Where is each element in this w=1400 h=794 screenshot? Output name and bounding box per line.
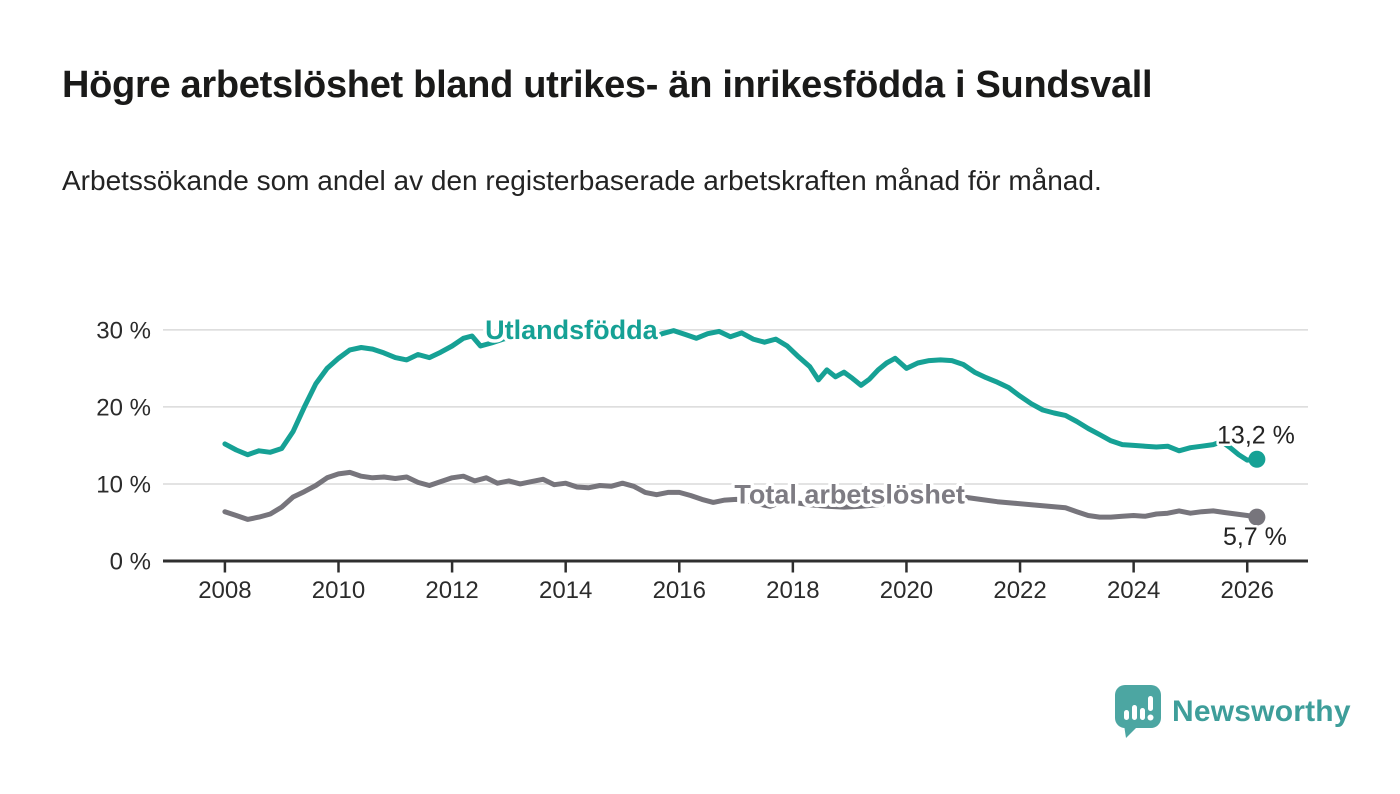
series-line-utlandsf-dda (222, 328, 1260, 463)
y-axis-label-20: 20 % (96, 394, 151, 421)
x-axis-label-2012: 2012 (425, 577, 478, 604)
page-title: Högre arbetslöshet bland utrikes- än inr… (62, 64, 1153, 106)
x-axis-label-2018: 2018 (766, 577, 819, 604)
series-line-total-arbetsl-shet (222, 469, 1260, 522)
x-axis-label-2022: 2022 (993, 577, 1046, 604)
end-dot-total-arbetsl-shet (1248, 508, 1266, 526)
x-axis-label-2016: 2016 (653, 577, 706, 604)
x-axis-label-2026: 2026 (1221, 577, 1274, 604)
newsworthy-logo-icon (1115, 685, 1161, 738)
series-label-total-arbetsl-shet: Total arbetslöshet (734, 480, 965, 510)
brand-logo: Newsworthy (1115, 685, 1351, 738)
x-axis-label-2014: 2014 (539, 577, 592, 604)
y-axis-label-30: 30 % (96, 317, 151, 344)
end-dot-utlandsf-dda (1248, 450, 1266, 468)
x-axis-label-2020: 2020 (880, 577, 933, 604)
series-label-utlandsf-dda: Utlandsfödda (485, 315, 658, 345)
end-value-label-utlandsf-dda: 13,2 % (1217, 421, 1295, 449)
x-axis-label-2010: 2010 (312, 577, 365, 604)
x-axis-label-2024: 2024 (1107, 577, 1160, 604)
chart-subtitle: Arbetssökande som andel av den registerb… (62, 165, 1102, 196)
y-axis-label-0: 0 % (110, 549, 151, 576)
end-value-label-total-arbetsl-shet: 5,7 % (1223, 523, 1287, 551)
y-axis-label-10: 10 % (96, 471, 151, 498)
brand-name: Newsworthy (1172, 694, 1351, 728)
x-axis-label-2008: 2008 (198, 577, 251, 604)
